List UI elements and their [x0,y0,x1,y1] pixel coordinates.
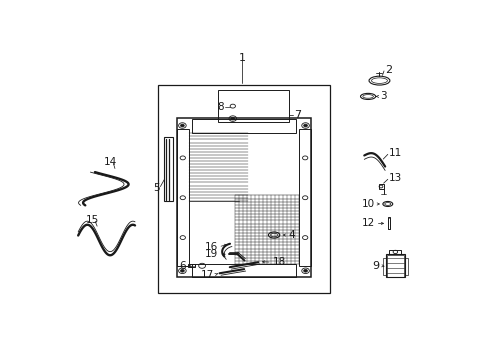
Text: 12: 12 [361,219,374,228]
Bar [387,217,389,229]
Text: 3: 3 [380,91,386,102]
Bar [388,250,401,254]
Bar [218,90,288,122]
Text: 8: 8 [217,102,224,112]
Text: 1: 1 [238,53,245,63]
Text: 7: 7 [294,110,301,120]
Text: 18: 18 [272,257,285,267]
Bar [386,255,403,276]
Bar [378,184,383,189]
Text: 15: 15 [85,215,99,225]
Bar [299,129,310,266]
Text: 14: 14 [103,157,117,167]
Bar [191,264,295,278]
Circle shape [303,269,307,272]
Circle shape [180,124,184,127]
Text: 4: 4 [288,230,295,240]
Bar [404,258,407,275]
Bar [385,254,405,278]
Bar [176,118,310,278]
Text: 5: 5 [153,183,159,193]
Text: 19: 19 [205,249,218,259]
Bar [187,264,195,267]
Text: 9: 9 [371,261,379,270]
Bar [164,138,172,201]
Bar [191,120,295,133]
Circle shape [230,117,234,120]
Text: 11: 11 [388,148,401,158]
Text: 17: 17 [201,270,214,280]
Bar [387,218,389,229]
Bar [383,258,385,275]
Text: 2: 2 [385,66,391,75]
Circle shape [303,124,307,127]
Text: 16: 16 [204,242,217,252]
Text: 6: 6 [179,261,186,271]
Bar [158,85,329,293]
Circle shape [180,269,184,272]
Text: 10: 10 [361,199,374,209]
Text: 13: 13 [388,174,401,184]
Bar [176,129,188,266]
